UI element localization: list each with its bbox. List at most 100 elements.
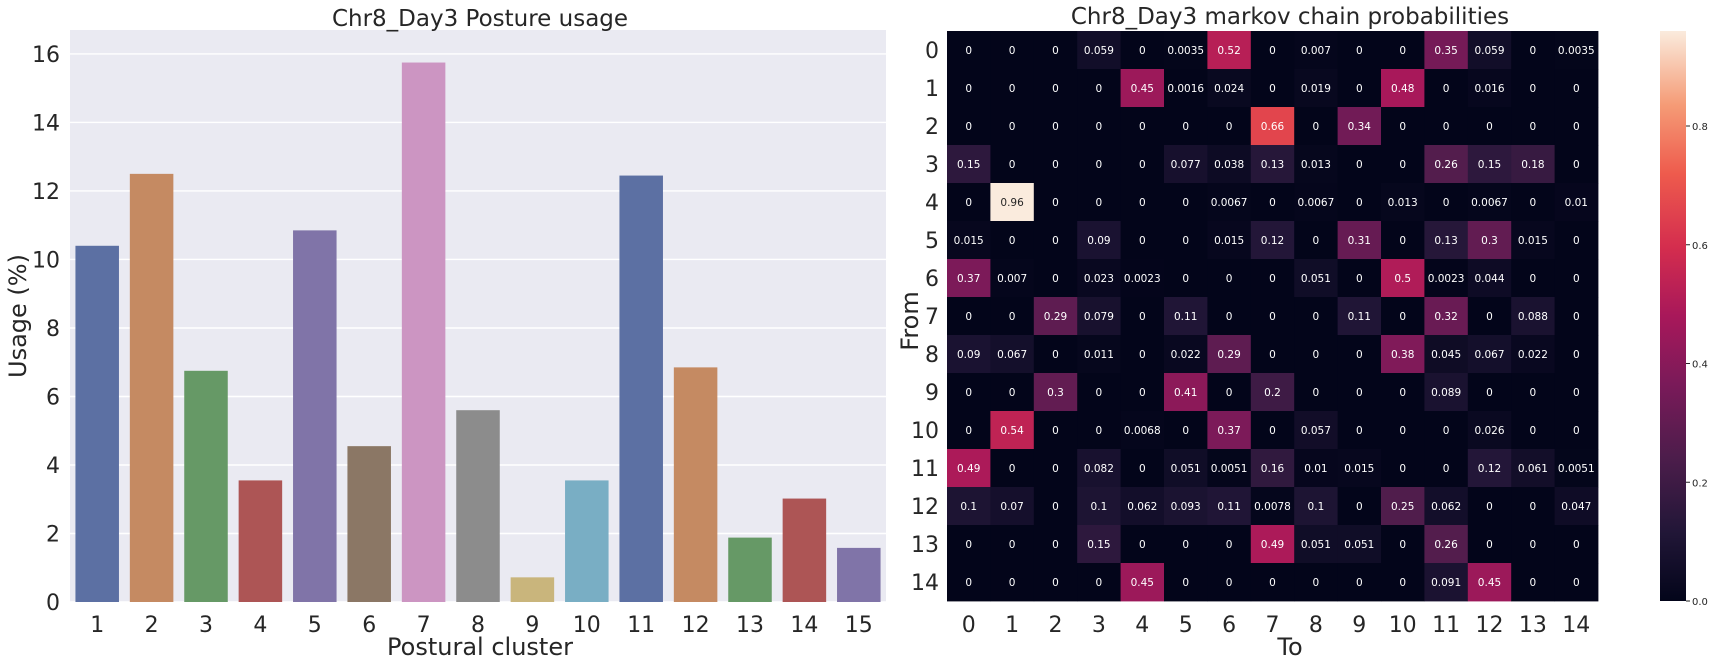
heatmap-cell-label: 0 [1443, 197, 1450, 209]
heatmap-cell [1337, 411, 1382, 450]
heatmap-cell [947, 69, 991, 108]
heatmap-cell-label: 0.067 [997, 349, 1027, 361]
heatmap-cell [1424, 297, 1469, 336]
bar-y-tick-label: 8 [46, 317, 60, 342]
heatmap-cell-label: 0.11 [1174, 311, 1197, 323]
heatmap-cell [947, 183, 991, 222]
heatmap-cell-label: 0.015 [1518, 235, 1548, 247]
bar-y-tick-label: 12 [32, 180, 60, 205]
heatmap-y-tick-label: 9 [925, 381, 939, 406]
heatmap-cell-label: 0 [1052, 45, 1059, 57]
heatmap-cell [1250, 69, 1295, 108]
heatmap-cell [1294, 259, 1338, 298]
heatmap-cell [1294, 69, 1338, 108]
heatmap-cell-label: 0.057 [1301, 425, 1331, 437]
heatmap-cell-label: 0.051 [1301, 539, 1331, 551]
heatmap-cell-label: 0 [1486, 121, 1493, 133]
heatmap-cell-label: 0 [1443, 463, 1450, 475]
heatmap-cell-label: 0 [965, 311, 972, 323]
heatmap-cell [1511, 221, 1555, 260]
heatmap-cell-label: 0 [1182, 235, 1189, 247]
heatmap-cell [1120, 373, 1165, 412]
heatmap-cell [1120, 487, 1165, 526]
heatmap-cell-label: 0.1 [1091, 501, 1108, 513]
heatmap-cell-label: 0.024 [1214, 83, 1244, 95]
heatmap-cell [1120, 145, 1165, 184]
heatmap-cell [1337, 449, 1382, 488]
heatmap-x-tick-label: 0 [962, 613, 976, 638]
heatmap-cell [1250, 373, 1295, 412]
heatmap-y-tick-label: 0 [925, 39, 939, 64]
heatmap-cell [947, 563, 991, 602]
heatmap-x-ticks: 0 1 2 3 4 5 6 7 8 9 10 11 12 13 14 [962, 613, 1591, 638]
heatmap-cell [1511, 259, 1555, 298]
bar-x-axis-label: Postural cluster [387, 633, 573, 660]
heatmap-cell [1207, 563, 1252, 602]
heatmap-cell [1467, 107, 1512, 146]
heatmap-cell-label: 0 [1139, 197, 1146, 209]
heatmap-cell-label: 0 [1009, 45, 1016, 57]
heatmap-cell-label: 0.093 [1171, 501, 1201, 513]
heatmap-cell-label: 0 [1530, 577, 1537, 589]
heatmap-cell [990, 335, 1035, 374]
heatmap-cell-label: 0.088 [1518, 311, 1548, 323]
heatmap-cell-label: 0 [1096, 387, 1103, 399]
heatmap-cell [990, 487, 1035, 526]
heatmap-cell [1033, 449, 1078, 488]
heatmap-cell [1337, 221, 1382, 260]
heatmap-cell [1337, 373, 1382, 412]
heatmap-cell-label: 0 [1399, 539, 1406, 551]
heatmap-cell-label: 0.26 [1434, 539, 1458, 551]
heatmap-cell-label: 0.96 [1000, 197, 1024, 209]
heatmap-cell [990, 525, 1035, 564]
heatmap-cell-label: 0.5 [1394, 273, 1411, 285]
heatmap-cell-label: 0.079 [1084, 311, 1114, 323]
heatmap-y-tick-label: 12 [911, 495, 939, 520]
heatmap-cell [947, 297, 991, 336]
heatmap-cell [1033, 221, 1078, 260]
heatmap-cell-label: 0.0023 [1124, 273, 1161, 285]
heatmap-cell [947, 335, 991, 374]
heatmap-cell [1467, 449, 1512, 488]
heatmap-cell-label: 0.66 [1261, 121, 1285, 133]
heatmap-cell-label: 0.45 [1478, 577, 1501, 589]
heatmap-cell [1381, 31, 1425, 70]
heatmap-cell [1120, 297, 1165, 336]
heatmap-cell [1424, 411, 1469, 450]
heatmap-cell-label: 0 [1313, 311, 1320, 323]
heatmap-cell-label: 0 [1573, 83, 1580, 95]
heatmap-cell [1511, 525, 1555, 564]
heatmap-x-tick-label: 6 [1222, 613, 1236, 638]
heatmap-y-tick-label: 6 [925, 267, 939, 292]
heatmap-cell-label: 0.32 [1434, 311, 1457, 323]
heatmap-cell-label: 0 [1313, 387, 1320, 399]
heatmap-cell [1511, 563, 1555, 602]
heatmap-cell [1554, 563, 1599, 602]
heatmap-cell [1337, 107, 1382, 146]
heatmap-cell-label: 0.25 [1391, 501, 1414, 513]
heatmap-cell-label: 0.0067 [1298, 197, 1335, 209]
bar-x-tick-label: 10 [573, 613, 601, 638]
heatmap-cell [947, 411, 991, 450]
heatmap-cell-label: 0.047 [1561, 501, 1591, 513]
bar-x-tick-label: 6 [362, 613, 376, 638]
heatmap-cell-label: 0 [1399, 463, 1406, 475]
heatmap-cell [990, 183, 1035, 222]
heatmap-cell [947, 107, 991, 146]
heatmap-cell [1294, 145, 1338, 184]
bar-x-tick-label: 3 [199, 613, 213, 638]
heatmap-cell [1337, 31, 1382, 70]
heatmap-cell [1511, 145, 1555, 184]
bar-12 [673, 367, 718, 602]
heatmap-cell [1033, 487, 1078, 526]
heatmap-cell [990, 297, 1035, 336]
heatmap-cell [1467, 487, 1512, 526]
bar-x-tick-label: 9 [525, 613, 539, 638]
heatmap-cell [1033, 69, 1078, 108]
heatmap-cell [1077, 259, 1121, 298]
heatmap-cell-label: 0.29 [1044, 311, 1067, 323]
heatmap-cell-label: 0 [965, 45, 972, 57]
heatmap-cell [990, 31, 1035, 70]
heatmap-cell [1554, 411, 1599, 450]
heatmap-cell-label: 0 [965, 83, 972, 95]
